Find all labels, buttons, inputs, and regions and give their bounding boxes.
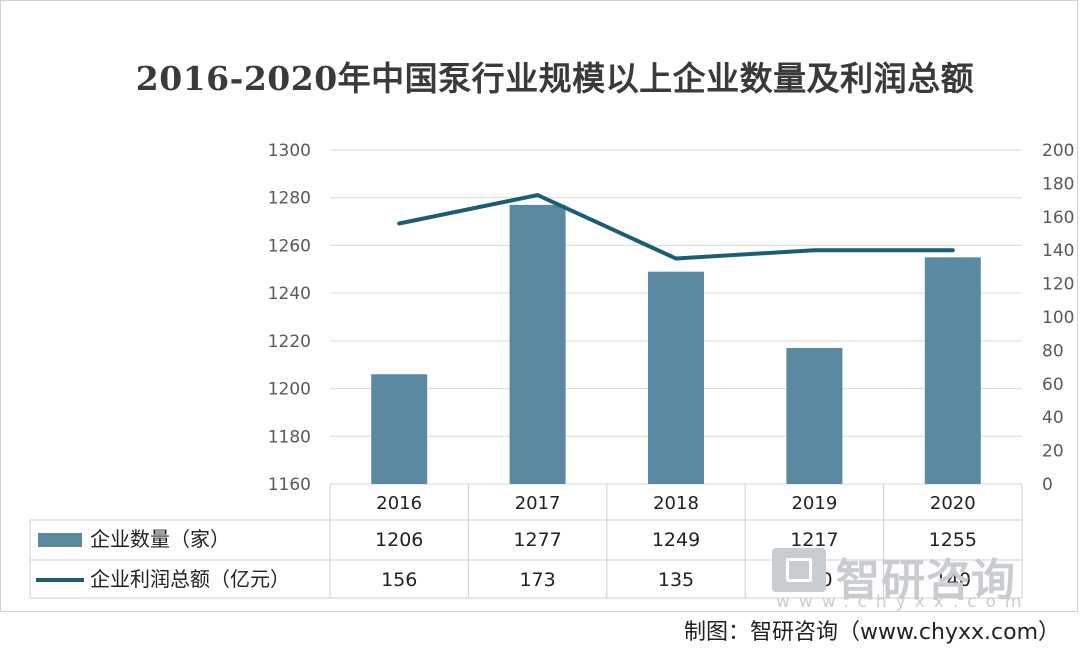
y-left-tick-label: 1160 xyxy=(268,475,311,495)
data-table-value: 1206 xyxy=(375,529,423,551)
bar-enterprise-count xyxy=(371,374,428,484)
data-table-value: 173 xyxy=(519,569,555,591)
bar-enterprise-count xyxy=(786,348,843,484)
y-left-tick-label: 1280 xyxy=(268,189,311,209)
x-category-label: 2020 xyxy=(930,493,976,514)
watermark: 智研咨询 www.chyxx.com xyxy=(772,540,1052,612)
bar-enterprise-count xyxy=(509,204,566,484)
data-table-value: 1249 xyxy=(652,529,700,551)
y-right-tick-label: 40 xyxy=(1042,408,1064,428)
y-right-tick-label: 100 xyxy=(1042,308,1074,328)
y-left-tick-label: 1220 xyxy=(268,332,311,352)
y-right-tick-label: 140 xyxy=(1042,241,1074,261)
y-left-tick-label: 1260 xyxy=(268,236,311,256)
watermark-text: 智研咨询 xyxy=(836,555,1016,606)
data-table-value: 140 xyxy=(935,569,971,591)
x-category-label: 2016 xyxy=(376,493,422,514)
bar-enterprise-count xyxy=(924,257,981,484)
data-table-value: 1255 xyxy=(929,529,977,551)
legend-series-name: 企业利润总额（亿元） xyxy=(90,567,290,591)
y-left-tick-label: 1240 xyxy=(268,284,311,304)
y-right-tick-label: 20 xyxy=(1042,442,1064,462)
chart-title: 2016-2020年中国泵行业规模以上企业数量及利润总额 xyxy=(135,59,975,98)
y-left-tick-label: 1200 xyxy=(268,380,311,400)
chart-frame xyxy=(0,0,1078,612)
y-right-tick-label: 180 xyxy=(1042,174,1074,194)
data-table-value: 156 xyxy=(381,569,417,591)
y-left-tick-label: 1300 xyxy=(268,141,311,161)
line-total-profit xyxy=(397,193,955,261)
y-right-tick-label: 200 xyxy=(1042,141,1074,161)
y-right-tick-label: 160 xyxy=(1042,208,1074,228)
watermark-url: www.chyxx.com xyxy=(776,592,1031,612)
x-category-label: 2019 xyxy=(791,493,837,514)
y-right-tick-label: 60 xyxy=(1042,375,1064,395)
x-category-label: 2017 xyxy=(515,493,561,514)
y-right-tick-label: 120 xyxy=(1042,275,1074,295)
y-left-tick-label: 1180 xyxy=(268,427,311,447)
y-right-tick-label: 80 xyxy=(1042,341,1064,361)
data-table-value: 1277 xyxy=(513,529,561,551)
x-category-label: 2018 xyxy=(653,493,699,514)
data-table-value: 1217 xyxy=(790,529,838,551)
source-credit: 制图：智研咨询（www.chyxx.com） xyxy=(683,620,1060,645)
watermark-logo-icon xyxy=(772,548,826,592)
data-table-value: 135 xyxy=(658,569,694,591)
bar-enterprise-count xyxy=(648,271,704,484)
legend-series-name: 企业数量（家） xyxy=(90,527,230,551)
y-right-tick-label: 0 xyxy=(1042,475,1053,495)
legend-swatch-bar xyxy=(38,533,82,547)
